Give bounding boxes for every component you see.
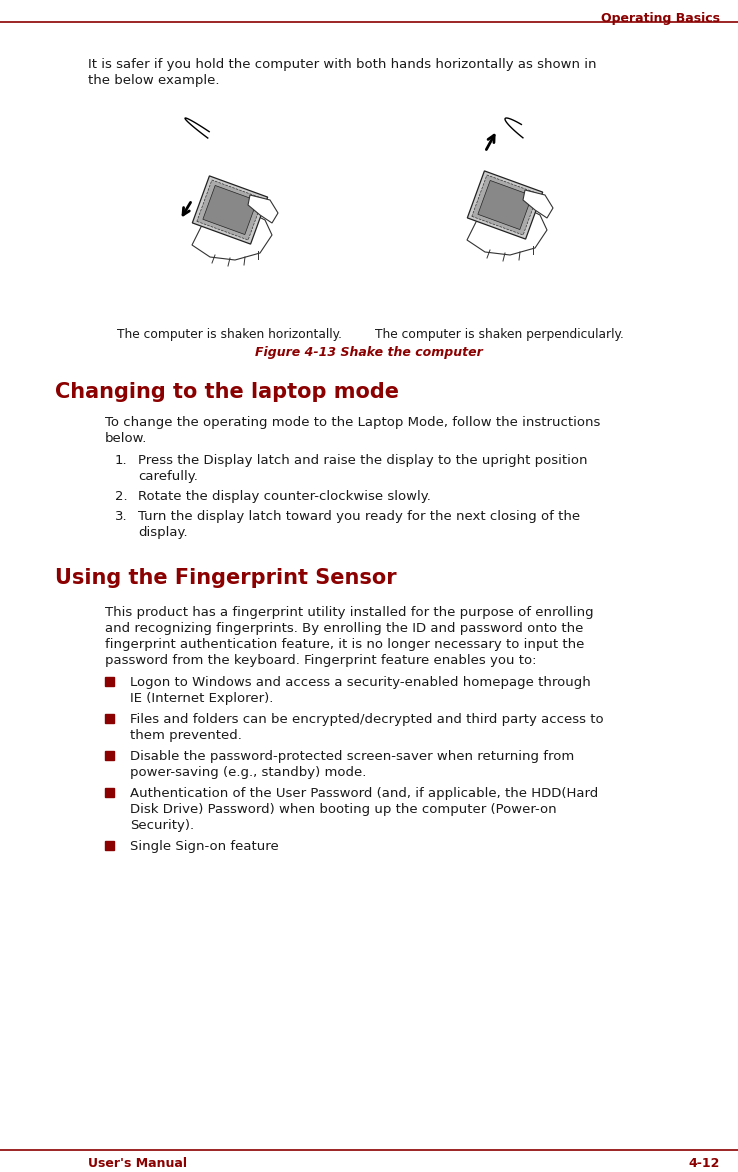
Text: and recognizing fingerprints. By enrolling the ID and password onto the: and recognizing fingerprints. By enrolli… xyxy=(105,622,583,635)
Bar xyxy=(105,788,114,797)
Polygon shape xyxy=(467,171,542,239)
Text: Disk Drive) Password) when booting up the computer (Power-on: Disk Drive) Password) when booting up th… xyxy=(130,803,556,816)
Polygon shape xyxy=(248,195,278,223)
Text: This product has a fingerprint utility installed for the purpose of enrolling: This product has a fingerprint utility i… xyxy=(105,606,593,619)
Polygon shape xyxy=(467,205,547,255)
Text: Disable the password-protected screen-saver when returning from: Disable the password-protected screen-sa… xyxy=(130,750,574,763)
Text: power-saving (e.g., standby) mode.: power-saving (e.g., standby) mode. xyxy=(130,766,366,779)
Text: Logon to Windows and access a security-enabled homepage through: Logon to Windows and access a security-e… xyxy=(130,676,590,689)
Text: Authentication of the User Password (and, if applicable, the HDD(Hard: Authentication of the User Password (and… xyxy=(130,788,599,800)
Text: password from the keyboard. Fingerprint feature enables you to:: password from the keyboard. Fingerprint … xyxy=(105,654,537,667)
Polygon shape xyxy=(472,175,538,236)
Text: The computer is shaken perpendicularly.: The computer is shaken perpendicularly. xyxy=(375,328,624,341)
Polygon shape xyxy=(192,210,272,260)
Bar xyxy=(105,841,114,850)
Bar xyxy=(105,751,114,759)
Text: them prevented.: them prevented. xyxy=(130,729,242,742)
Text: Single Sign-on feature: Single Sign-on feature xyxy=(130,840,279,853)
Polygon shape xyxy=(203,185,257,234)
Text: the below example.: the below example. xyxy=(88,74,219,87)
Text: below.: below. xyxy=(105,432,148,445)
Polygon shape xyxy=(197,180,263,240)
Text: 2.: 2. xyxy=(115,490,128,503)
Polygon shape xyxy=(478,180,532,230)
Bar xyxy=(105,714,114,723)
Text: Changing to the laptop mode: Changing to the laptop mode xyxy=(55,382,399,402)
Text: 4-12: 4-12 xyxy=(689,1157,720,1170)
Text: Press the Display latch and raise the display to the upright position: Press the Display latch and raise the di… xyxy=(138,454,587,466)
Bar xyxy=(105,677,114,686)
Text: Using the Fingerprint Sensor: Using the Fingerprint Sensor xyxy=(55,568,396,588)
Text: To change the operating mode to the Laptop Mode, follow the instructions: To change the operating mode to the Lapt… xyxy=(105,416,601,429)
Text: carefully.: carefully. xyxy=(138,470,198,483)
Text: Figure 4-13 Shake the computer: Figure 4-13 Shake the computer xyxy=(255,346,483,359)
Text: Rotate the display counter-clockwise slowly.: Rotate the display counter-clockwise slo… xyxy=(138,490,431,503)
Text: 1.: 1. xyxy=(115,454,128,466)
Text: The computer is shaken horizontally.: The computer is shaken horizontally. xyxy=(117,328,342,341)
Text: display.: display. xyxy=(138,526,187,539)
Text: IE (Internet Explorer).: IE (Internet Explorer). xyxy=(130,691,273,706)
Text: Files and folders can be encrypted/decrypted and third party access to: Files and folders can be encrypted/decry… xyxy=(130,713,604,725)
Text: fingerprint authentication feature, it is no longer necessary to input the: fingerprint authentication feature, it i… xyxy=(105,638,584,650)
Text: User's Manual: User's Manual xyxy=(88,1157,187,1170)
Text: It is safer if you hold the computer with both hands horizontally as shown in: It is safer if you hold the computer wit… xyxy=(88,57,596,71)
Polygon shape xyxy=(193,176,268,244)
Text: 3.: 3. xyxy=(115,510,128,523)
Text: Turn the display latch toward you ready for the next closing of the: Turn the display latch toward you ready … xyxy=(138,510,580,523)
Polygon shape xyxy=(523,190,553,218)
Text: Operating Basics: Operating Basics xyxy=(601,12,720,25)
Text: Security).: Security). xyxy=(130,819,194,832)
